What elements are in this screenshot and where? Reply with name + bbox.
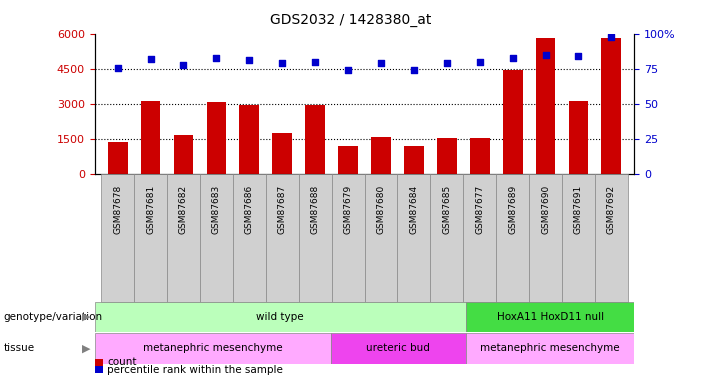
Bar <box>437 138 456 174</box>
Text: GSM87682: GSM87682 <box>179 184 188 234</box>
Text: GSM87692: GSM87692 <box>607 184 616 234</box>
Bar <box>95 302 465 332</box>
Text: ▶: ▶ <box>82 344 90 353</box>
Point <box>573 53 584 59</box>
Point <box>145 56 156 62</box>
Point <box>540 52 551 58</box>
Text: genotype/variation: genotype/variation <box>4 312 102 322</box>
Point <box>310 59 321 65</box>
Bar <box>141 100 161 174</box>
Text: metanephric mesenchyme: metanephric mesenchyme <box>480 344 620 353</box>
Bar <box>174 135 193 174</box>
Text: GSM87685: GSM87685 <box>442 184 451 234</box>
Point <box>606 34 617 40</box>
Point <box>277 60 288 66</box>
Text: GSM87691: GSM87691 <box>574 184 583 234</box>
Bar <box>338 146 358 174</box>
Text: metanephric mesenchyme: metanephric mesenchyme <box>143 344 283 353</box>
Text: wild type: wild type <box>257 312 304 322</box>
Text: GSM87680: GSM87680 <box>376 184 386 234</box>
Bar <box>503 70 522 174</box>
Point <box>178 62 189 68</box>
Text: GSM87686: GSM87686 <box>245 184 254 234</box>
Point <box>507 55 518 61</box>
Bar <box>305 105 325 174</box>
Bar <box>496 174 529 302</box>
Bar <box>200 174 233 302</box>
Point <box>474 59 485 65</box>
Bar <box>266 174 299 302</box>
Bar <box>371 137 391 174</box>
Text: count: count <box>107 357 137 367</box>
Bar <box>601 39 621 174</box>
Text: ureteric bud: ureteric bud <box>367 344 430 353</box>
Bar <box>430 174 463 302</box>
Bar <box>331 333 465 364</box>
Text: GSM87687: GSM87687 <box>278 184 287 234</box>
Bar <box>299 174 332 302</box>
Bar <box>465 333 634 364</box>
Bar <box>95 333 331 364</box>
Bar <box>529 174 562 302</box>
Bar <box>404 146 424 174</box>
Text: ▶: ▶ <box>82 312 90 322</box>
Text: tissue: tissue <box>4 344 34 353</box>
Text: GSM87690: GSM87690 <box>541 184 550 234</box>
Bar <box>134 174 167 302</box>
Bar <box>332 174 365 302</box>
Bar <box>569 100 588 174</box>
Point <box>441 60 452 66</box>
Text: HoxA11 HoxD11 null: HoxA11 HoxD11 null <box>496 312 604 322</box>
Bar <box>240 105 259 174</box>
Bar <box>365 174 397 302</box>
Text: GSM87684: GSM87684 <box>409 184 418 234</box>
Bar <box>273 134 292 174</box>
Bar <box>95 366 103 373</box>
Bar <box>108 142 128 174</box>
Bar <box>465 302 634 332</box>
Text: GDS2032 / 1428380_at: GDS2032 / 1428380_at <box>270 13 431 27</box>
Text: percentile rank within the sample: percentile rank within the sample <box>107 365 283 375</box>
Bar <box>167 174 200 302</box>
Bar <box>562 174 595 302</box>
Bar <box>470 138 489 174</box>
Text: GSM87688: GSM87688 <box>311 184 320 234</box>
Bar <box>595 174 628 302</box>
Text: GSM87678: GSM87678 <box>113 184 122 234</box>
Point <box>112 64 123 70</box>
Bar <box>207 102 226 174</box>
Point <box>343 68 354 74</box>
Bar <box>397 174 430 302</box>
Bar <box>95 359 103 366</box>
Bar <box>463 174 496 302</box>
Point <box>408 68 419 74</box>
Point <box>375 60 386 66</box>
Point <box>244 57 255 63</box>
Text: GSM87679: GSM87679 <box>343 184 353 234</box>
Bar <box>101 174 134 302</box>
Text: GSM87681: GSM87681 <box>146 184 155 234</box>
Text: GSM87683: GSM87683 <box>212 184 221 234</box>
Bar <box>536 39 555 174</box>
Point <box>211 55 222 61</box>
Text: GSM87689: GSM87689 <box>508 184 517 234</box>
Text: GSM87677: GSM87677 <box>475 184 484 234</box>
Bar <box>233 174 266 302</box>
